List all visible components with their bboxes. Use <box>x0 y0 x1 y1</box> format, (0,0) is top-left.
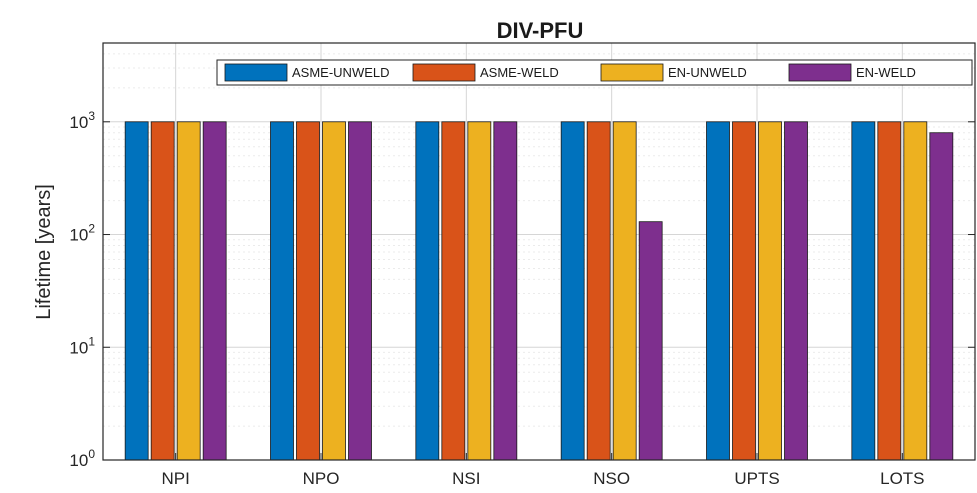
x-tick-label: NSI <box>452 469 480 488</box>
bar-nsi-en-weld <box>493 121 518 461</box>
bar-upts-asme-weld <box>732 121 756 461</box>
bar-upts-en-unweld <box>758 121 782 461</box>
x-tick-label: NPI <box>161 469 189 488</box>
x-tick-label: NPO <box>303 469 340 488</box>
legend: ASME-UNWELD ASME-WELD EN-UNWELD EN-WELD <box>216 59 973 86</box>
bar-nsi-asme-unweld <box>415 121 440 461</box>
bar-npi-asme-unweld <box>124 121 149 461</box>
bar-nso-asme-unweld <box>560 121 585 461</box>
bars <box>124 121 954 461</box>
x-tick-label: NSO <box>593 469 630 488</box>
legend-swatch-asme-unweld <box>224 63 288 82</box>
y-tick-label: 102 <box>69 222 95 245</box>
bar-lots-en-unweld <box>903 121 928 461</box>
bar-npi-en-unweld <box>176 121 201 461</box>
bar-lots-en-weld <box>929 132 954 461</box>
plot-area-frame <box>102 42 976 461</box>
bar-nsi-asme-weld <box>441 121 466 461</box>
gridlines <box>103 42 975 461</box>
bar-nso-asme-weld <box>586 121 611 461</box>
legend-label-asme-unweld: ASME-UNWELD <box>292 65 390 80</box>
bar-npi-asme-weld <box>150 121 175 461</box>
bar-npo-en-weld <box>348 121 372 461</box>
bar-npi-en-weld <box>202 121 227 461</box>
legend-swatch-en-weld <box>788 63 852 82</box>
legend-label-asme-weld: ASME-WELD <box>480 65 559 80</box>
x-tick-label: UPTS <box>734 469 779 488</box>
legend-swatch-en-unweld <box>600 63 664 82</box>
legend-label-en-weld: EN-WELD <box>856 65 916 80</box>
bar-npo-asme-weld <box>296 121 320 461</box>
y-axis-ticks: 100 101 102 103 <box>69 109 975 470</box>
x-tick-label: LOTS <box>880 469 924 488</box>
bar-lots-asme-weld <box>877 121 902 461</box>
chart-title: DIV-PFU <box>497 18 584 43</box>
bar-lots-asme-unweld <box>851 121 876 461</box>
legend-swatch-asme-weld <box>412 63 476 82</box>
bar-nsi-en-unweld <box>467 121 492 461</box>
y-tick-label: 100 <box>69 447 95 470</box>
bar-upts-en-weld <box>784 121 808 461</box>
y-tick-label: 101 <box>69 334 95 357</box>
bar-npo-asme-unweld <box>270 121 294 461</box>
bar-nso-en-unweld <box>612 121 637 461</box>
bar-nso-en-weld <box>638 221 663 461</box>
y-axis-label: Lifetime [years] <box>33 184 55 320</box>
x-axis-ticks: NPI NPO NSI NSO UPTS LOTS <box>161 453 925 488</box>
bar-upts-asme-unweld <box>706 121 730 461</box>
y-tick-label: 103 <box>69 109 95 132</box>
bar-npo-en-unweld <box>322 121 346 461</box>
legend-label-en-unweld: EN-UNWELD <box>668 65 747 80</box>
